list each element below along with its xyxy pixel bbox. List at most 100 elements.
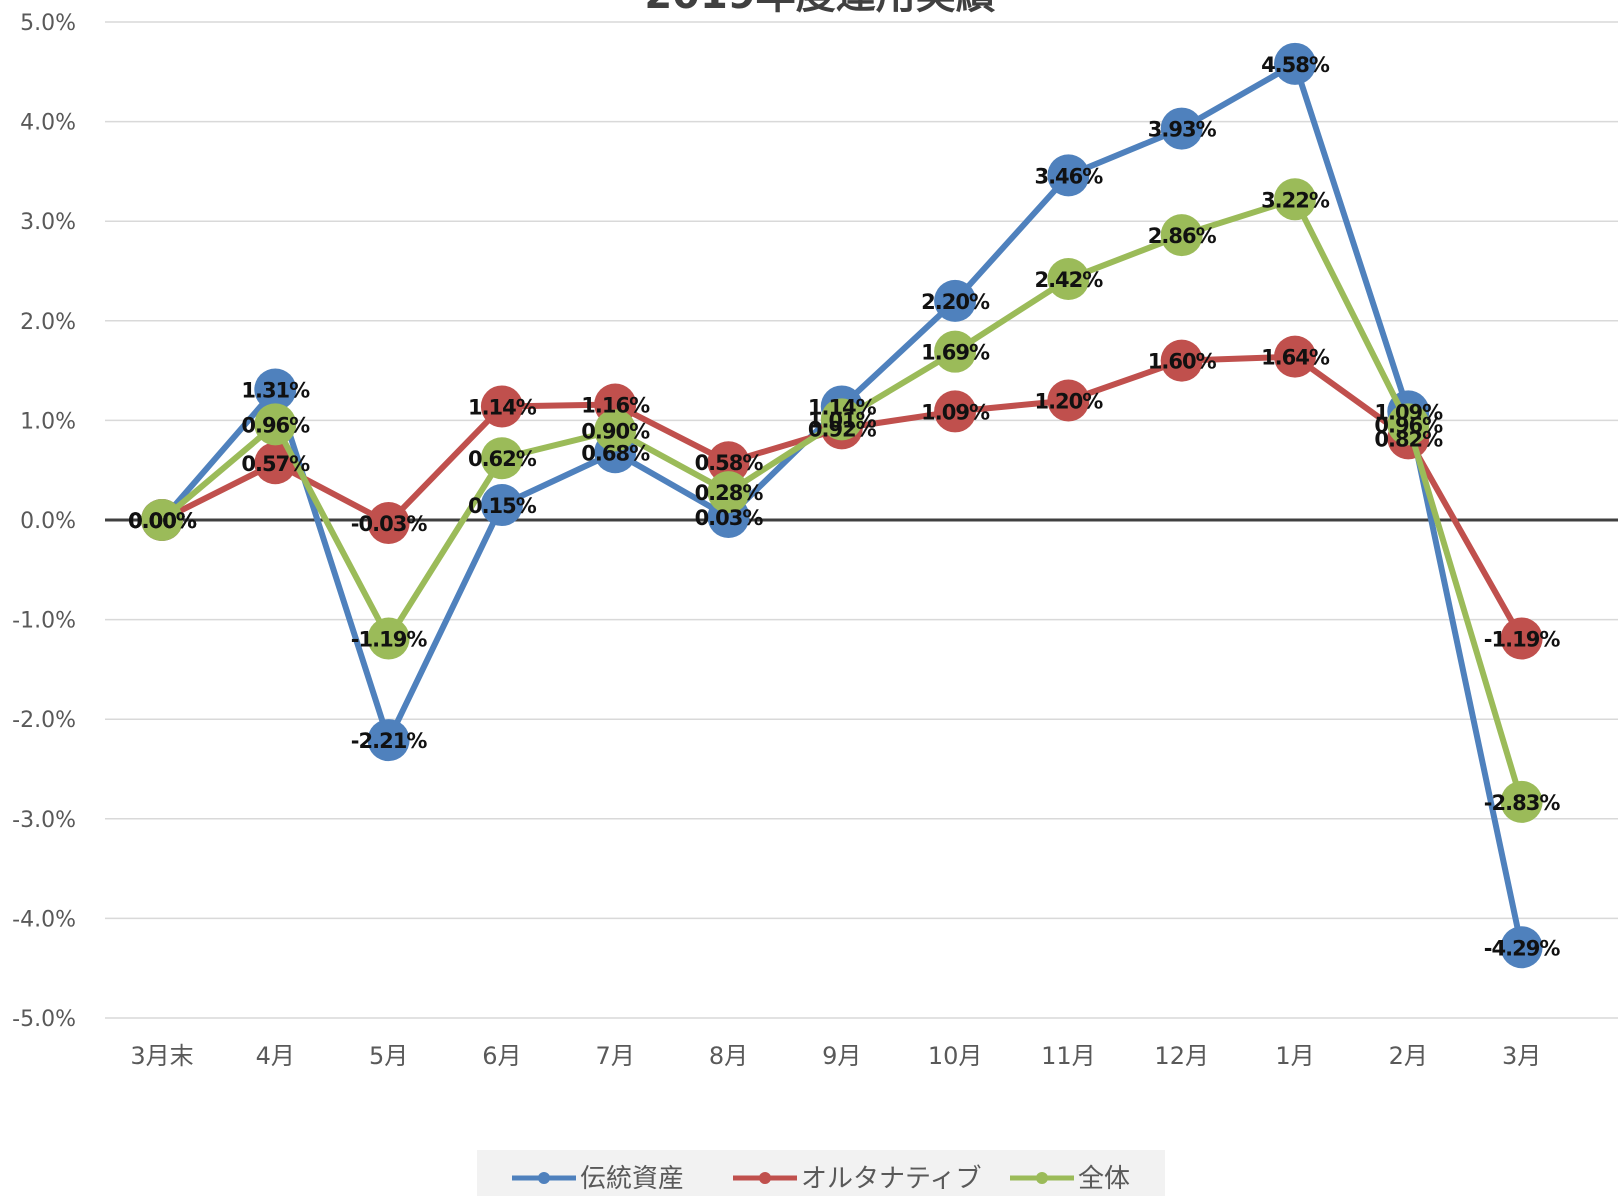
data-label: 2.20% (921, 290, 990, 314)
y-tick-label: 4.0% (20, 111, 76, 136)
y-tick-label: -3.0% (12, 808, 76, 833)
data-label: 0.90% (581, 419, 650, 443)
data-point (254, 442, 297, 485)
y-tick-label: 1.0% (20, 409, 76, 434)
data-label: 0.82% (1374, 427, 1443, 451)
data-point (1160, 214, 1203, 257)
legend-label: 伝統資産 (580, 1164, 684, 1194)
x-tick-label: 9月 (822, 1042, 861, 1070)
data-label: 0.15% (468, 494, 537, 518)
y-axis: 5.0% 4.0% 3.0% 2.0% 1.0% 0.0% -1.0% -2.0% -3.0% -… (12, 11, 76, 1032)
y-tick-label: 5.0% (20, 11, 76, 36)
data-label: 0.68% (581, 441, 650, 465)
data-label: 3.93% (1148, 118, 1217, 142)
data-label: -4.29% (1484, 936, 1561, 960)
data-point (707, 441, 750, 484)
data-point (820, 398, 863, 441)
data-label: 0.00% (128, 509, 197, 533)
data-label: 0.96% (241, 413, 310, 437)
data-point (480, 484, 523, 527)
data-point (254, 403, 297, 446)
x-tick-label: 11月 (1041, 1042, 1096, 1070)
y-tick-label: 2.0% (20, 310, 76, 335)
x-tick-label: 8月 (709, 1042, 748, 1070)
data-point (1160, 107, 1203, 150)
y-tick-label: 3.0% (20, 210, 76, 235)
y-tick-label: -4.0% (12, 907, 76, 932)
data-labels: 0.00% 1.31% -2.21% 0.15% 0.68% 0.03% 1.14% 2.20… (128, 53, 1561, 960)
x-axis: 3月末 4月 5月 6月 7月 8月 9月 10月 11月 12月 1月 2月 3月 (130, 1042, 1541, 1070)
data-label: -1.19% (1484, 628, 1561, 652)
legend-label: オルタナティブ (801, 1164, 981, 1194)
y-tick-label: 0.0% (20, 509, 76, 534)
series-layer (141, 42, 1543, 969)
data-label: 0.92% (808, 417, 877, 441)
data-point (480, 437, 523, 480)
data-point (367, 501, 410, 544)
data-label: 0.57% (241, 452, 310, 476)
data-point (1047, 379, 1090, 422)
data-label: 1.31% (241, 379, 310, 403)
data-label: 0.00% (128, 509, 197, 533)
x-tick-label: 3月末 (130, 1042, 193, 1070)
data-label: 0.28% (695, 481, 764, 505)
data-point (934, 330, 977, 373)
x-tick-label: 6月 (482, 1042, 521, 1070)
legend: 伝統資産 オルタナティブ 全体 (477, 1150, 1165, 1196)
x-tick-label: 1月 (1275, 1042, 1314, 1070)
data-point (1274, 42, 1316, 85)
x-tick-label: 12月 (1154, 1042, 1209, 1070)
data-point (1274, 335, 1316, 378)
x-tick-label: 4月 (256, 1042, 295, 1070)
series-3 (141, 178, 1543, 823)
data-point (367, 617, 410, 660)
data-label: 0.96% (1374, 413, 1443, 437)
data-label: 1.14% (468, 395, 537, 419)
data-point (254, 368, 297, 411)
data-label: -2.21% (351, 729, 428, 753)
x-tick-label: 3月 (1502, 1042, 1541, 1070)
data-label: 1.16% (581, 393, 650, 417)
data-point (707, 471, 750, 514)
data-point (141, 499, 183, 541)
y-tick-label: -1.0% (12, 609, 76, 634)
legend-swatch-marker (538, 1172, 550, 1184)
data-point (367, 719, 410, 762)
legend-swatch-marker (759, 1172, 771, 1184)
data-point (1274, 178, 1316, 221)
data-point (1500, 926, 1543, 969)
data-point (1387, 403, 1430, 446)
data-label: 1.09% (1374, 400, 1443, 424)
data-point (934, 390, 977, 433)
data-label: 0.62% (468, 447, 537, 471)
y-tick-label: -5.0% (12, 1007, 76, 1032)
data-label: 1.14% (808, 395, 877, 419)
data-label: -1.19% (351, 628, 428, 652)
data-point (1160, 339, 1203, 382)
data-label: 1.64% (1261, 346, 1330, 370)
y-tick-label: -2.0% (12, 708, 76, 733)
data-label: 1.01% (808, 408, 877, 432)
data-point (934, 279, 977, 322)
legend-swatch-marker (1036, 1172, 1048, 1184)
data-point (1047, 154, 1090, 197)
legend-label: 全体 (1078, 1164, 1130, 1194)
data-label: 0.03% (695, 506, 764, 530)
data-label: 3.22% (1261, 188, 1330, 212)
series-2 (141, 335, 1543, 660)
data-point (594, 409, 637, 452)
x-tick-label: 5月 (369, 1042, 408, 1070)
data-label: -0.03% (351, 512, 428, 536)
data-point (1500, 617, 1543, 660)
data-label: 4.58% (1261, 53, 1330, 77)
data-label: 3.46% (1034, 164, 1103, 188)
data-label: 2.42% (1034, 268, 1103, 292)
legend-box (477, 1150, 1165, 1196)
data-label: 1.69% (921, 341, 990, 365)
data-point (1500, 780, 1543, 823)
data-label: 0.00% (128, 509, 197, 533)
x-tick-label: 2月 (1389, 1042, 1428, 1070)
data-label: 1.60% (1148, 350, 1217, 374)
series-line (160, 196, 1525, 803)
